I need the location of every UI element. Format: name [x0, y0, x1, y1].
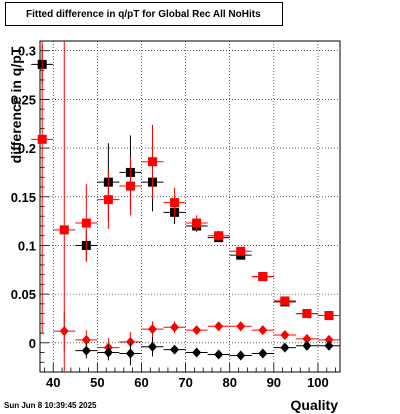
y-tick-label: 0 — [29, 336, 36, 351]
y-axis-label: difference in q/pT — [8, 46, 24, 164]
data-point-square — [170, 198, 180, 208]
timestamp-footer: Sun Jun 8 10:39:45 2025 — [4, 401, 97, 410]
chart-title-box: Fitted difference in q/pT for Global Rec… — [5, 2, 283, 26]
data-point-square — [192, 218, 202, 228]
data-point-square — [236, 246, 246, 256]
data-point-diamond — [81, 334, 91, 345]
x-tick-label: 100 — [307, 375, 329, 390]
x-tick-label: 50 — [90, 375, 104, 390]
data-point-diamond — [59, 326, 69, 337]
data-point-square — [125, 181, 135, 191]
data-point-diamond — [236, 321, 246, 332]
data-point-square — [148, 157, 157, 167]
data-point-diamond — [302, 333, 312, 344]
data-point-diamond — [148, 324, 157, 335]
data-point-diamond — [170, 344, 180, 355]
data-point-diamond — [302, 340, 312, 351]
data-point-diamond — [148, 341, 157, 352]
data-point-square — [81, 218, 91, 228]
y-tick-label: 0.15 — [11, 190, 36, 205]
data-point-diamond — [324, 340, 334, 351]
data-point-diamond — [81, 345, 91, 356]
data-point-diamond — [192, 325, 202, 336]
data-point-square — [258, 272, 268, 282]
x-tick-label: 80 — [222, 375, 236, 390]
y-tick-label: 0.1 — [18, 238, 36, 253]
data-point-square — [37, 134, 47, 144]
plot-area — [40, 41, 340, 372]
data-point-diamond — [258, 348, 268, 359]
data-point-diamond — [258, 325, 268, 336]
data-point-square — [324, 311, 334, 321]
x-tick-label: 90 — [267, 375, 281, 390]
data-point-diamond — [214, 349, 224, 360]
data-point-square — [302, 309, 312, 319]
data-point-square — [214, 231, 224, 241]
data-point-diamond — [192, 347, 202, 358]
x-tick-label: 60 — [134, 375, 148, 390]
data-point-square — [59, 225, 69, 235]
data-point-diamond — [125, 348, 135, 359]
data-point-diamond — [103, 347, 113, 358]
data-point-diamond — [324, 334, 334, 345]
data-point-diamond — [280, 342, 290, 353]
data-point-diamond — [236, 350, 246, 361]
data-point-diamond — [214, 321, 224, 332]
data-point-diamond — [170, 322, 180, 333]
y-tick-label: 0.3 — [18, 44, 36, 59]
data-point-square — [280, 296, 290, 306]
y-tick-label: 0.2 — [18, 141, 36, 156]
data-point-square — [103, 195, 113, 205]
y-tick-label: 0.05 — [11, 287, 36, 302]
x-tick-label: 70 — [178, 375, 192, 390]
data-point-diamond — [280, 330, 290, 341]
y-tick-label: 0.25 — [11, 92, 36, 107]
x-axis-label: Quality — [290, 397, 338, 413]
chart-title: Fitted difference in q/pT for Global Rec… — [26, 8, 261, 20]
x-tick-label: 40 — [46, 375, 60, 390]
